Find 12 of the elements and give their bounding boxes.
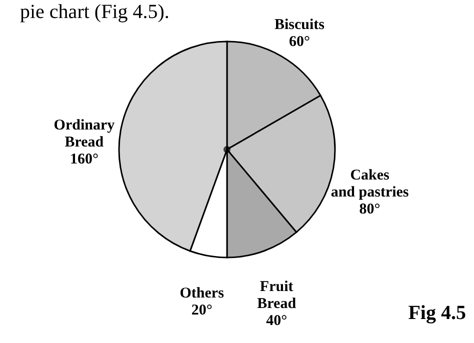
- slice-label: Fruit Bread: [257, 278, 297, 312]
- data-label: 60°: [289, 34, 310, 50]
- slice-label: Biscuits: [274, 16, 325, 33]
- caption: Fig 4.5: [408, 302, 466, 324]
- slice-label: Others: [180, 285, 224, 302]
- data-label: 80°: [359, 202, 380, 218]
- slice-label: Ordinary Bread: [54, 117, 116, 150]
- text: pie chart (Fig 4.5).: [20, 1, 170, 23]
- data-label: 160°: [70, 151, 98, 168]
- slice-label: Cakes and pastries: [330, 168, 409, 201]
- data-label: 20°: [191, 302, 212, 318]
- data-label: 40°: [266, 312, 288, 329]
